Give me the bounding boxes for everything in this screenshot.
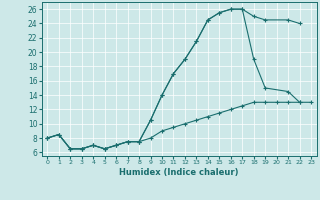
X-axis label: Humidex (Indice chaleur): Humidex (Indice chaleur) <box>119 168 239 177</box>
